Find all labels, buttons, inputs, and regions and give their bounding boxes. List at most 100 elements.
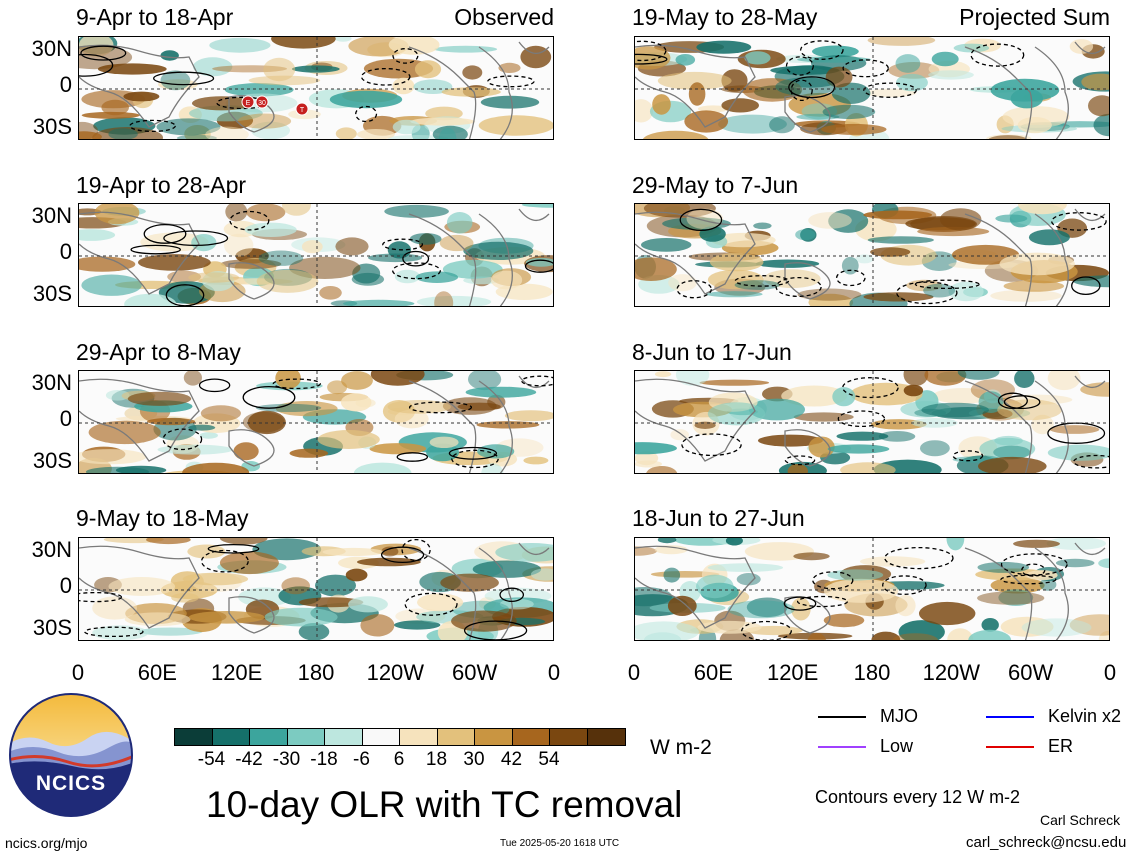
olr-anomaly xyxy=(322,547,384,557)
mjo-contour xyxy=(1003,395,1041,410)
mjo-contour xyxy=(914,279,980,290)
olr-anomaly xyxy=(281,577,310,595)
olr-anomaly xyxy=(979,437,1036,460)
olr-anomaly xyxy=(823,578,899,603)
olr-anomaly xyxy=(271,37,336,49)
olr-anomaly xyxy=(115,465,167,473)
olr-anomaly xyxy=(734,280,780,290)
olr-anomaly xyxy=(686,208,724,229)
olr-anomaly xyxy=(1093,113,1109,137)
olr-anomaly xyxy=(81,274,142,296)
olr-anomaly xyxy=(97,63,167,75)
mjo-contour xyxy=(79,591,123,603)
olr-anomaly xyxy=(392,119,421,135)
site-url[interactable]: ncics.org/mjo xyxy=(5,835,88,851)
olr-anomaly xyxy=(978,456,1047,473)
olr-anomaly xyxy=(981,618,999,632)
mjo-contour xyxy=(790,79,813,102)
olr-anomaly xyxy=(315,574,356,597)
olr-anomaly xyxy=(753,222,772,230)
mjo-contour xyxy=(355,105,378,123)
coastline xyxy=(964,380,1033,473)
olr-anomaly xyxy=(176,134,217,139)
olr-anomaly xyxy=(855,254,874,264)
olr-anomaly xyxy=(244,222,297,237)
coastline xyxy=(228,596,275,634)
mjo-contour xyxy=(524,259,553,273)
mjo-contour xyxy=(1047,422,1106,444)
mjo-contour xyxy=(392,262,441,280)
legend-swatch xyxy=(818,716,866,718)
x-axis-label: 0 xyxy=(627,660,641,685)
olr-anomaly xyxy=(1049,425,1100,434)
olr-anomaly xyxy=(442,397,497,415)
author-email[interactable]: carl_schreck@ncsu.edu xyxy=(966,834,1127,851)
olr-anomaly xyxy=(521,204,553,208)
olr-anomaly xyxy=(895,595,916,617)
mjo-contour xyxy=(392,48,419,64)
olr-anomaly xyxy=(188,272,240,283)
olr-anomaly xyxy=(865,88,917,98)
olr-anomaly xyxy=(495,543,553,562)
colorbar xyxy=(174,728,626,746)
olr-anomaly xyxy=(301,240,323,254)
olr-anomaly xyxy=(1069,39,1094,54)
mjo-contour xyxy=(130,244,181,255)
olr-anomaly xyxy=(81,111,140,119)
main-title: 10-day OLR with TC removal xyxy=(206,784,683,825)
coastline xyxy=(964,547,1033,640)
olr-anomaly xyxy=(351,272,385,286)
mjo-contour xyxy=(884,546,954,570)
olr-anomaly xyxy=(911,418,958,428)
olr-anomaly xyxy=(684,110,729,133)
x-axis-label: 60W xyxy=(1008,660,1054,685)
olr-anomaly xyxy=(832,387,856,407)
olr-anomaly xyxy=(360,614,395,637)
mjo-contour xyxy=(153,71,215,86)
mjo-contour xyxy=(207,543,260,554)
olr-map xyxy=(78,537,554,641)
olr-anomaly xyxy=(1047,444,1109,461)
olr-anomaly xyxy=(977,591,1045,605)
olr-anomaly xyxy=(635,460,662,468)
olr-anomaly xyxy=(688,82,706,106)
olr-map xyxy=(634,370,1110,474)
mjo-contour xyxy=(1000,553,1068,576)
olr-anomaly xyxy=(94,204,140,225)
colorbar-swatch xyxy=(325,729,363,745)
svg-text:T: T xyxy=(300,107,305,114)
olr-anomaly xyxy=(225,204,248,222)
olr-anomaly xyxy=(415,271,459,283)
olr-anomaly xyxy=(957,371,1000,380)
mjo-contour xyxy=(681,433,742,457)
x-axis-label: 120W xyxy=(922,660,981,685)
olr-anomaly xyxy=(812,45,859,58)
olr-anomaly xyxy=(79,45,133,70)
olr-anomaly xyxy=(643,204,716,218)
olr-anomaly xyxy=(200,405,241,422)
olr-anomaly xyxy=(209,37,271,53)
mjo-contour xyxy=(521,375,553,387)
olr-anomaly xyxy=(188,611,265,624)
olr-anomaly xyxy=(867,37,936,46)
olr-anomaly xyxy=(394,269,420,284)
panel-title: 8-Jun to 17-Jun xyxy=(632,339,792,365)
olr-anomaly xyxy=(387,400,451,414)
olr-anomaly xyxy=(224,233,254,257)
olr-anomaly xyxy=(108,128,138,139)
olr-anomaly xyxy=(898,620,945,640)
olr-anomaly xyxy=(319,286,342,300)
colorbar-label: -54 xyxy=(197,749,226,770)
olr-anomaly xyxy=(434,291,454,306)
olr-anomaly xyxy=(769,116,795,134)
olr-anomaly xyxy=(523,456,549,465)
olr-anomaly xyxy=(706,291,763,298)
olr-anomaly xyxy=(317,430,380,449)
mjo-contour xyxy=(360,67,411,86)
olr-anomaly xyxy=(758,434,823,447)
legend-label: Low xyxy=(880,736,914,756)
tc-marker: E xyxy=(241,95,255,109)
olr-anomaly xyxy=(357,557,421,567)
olr-anomaly xyxy=(808,293,854,306)
olr-anomaly xyxy=(903,384,924,397)
